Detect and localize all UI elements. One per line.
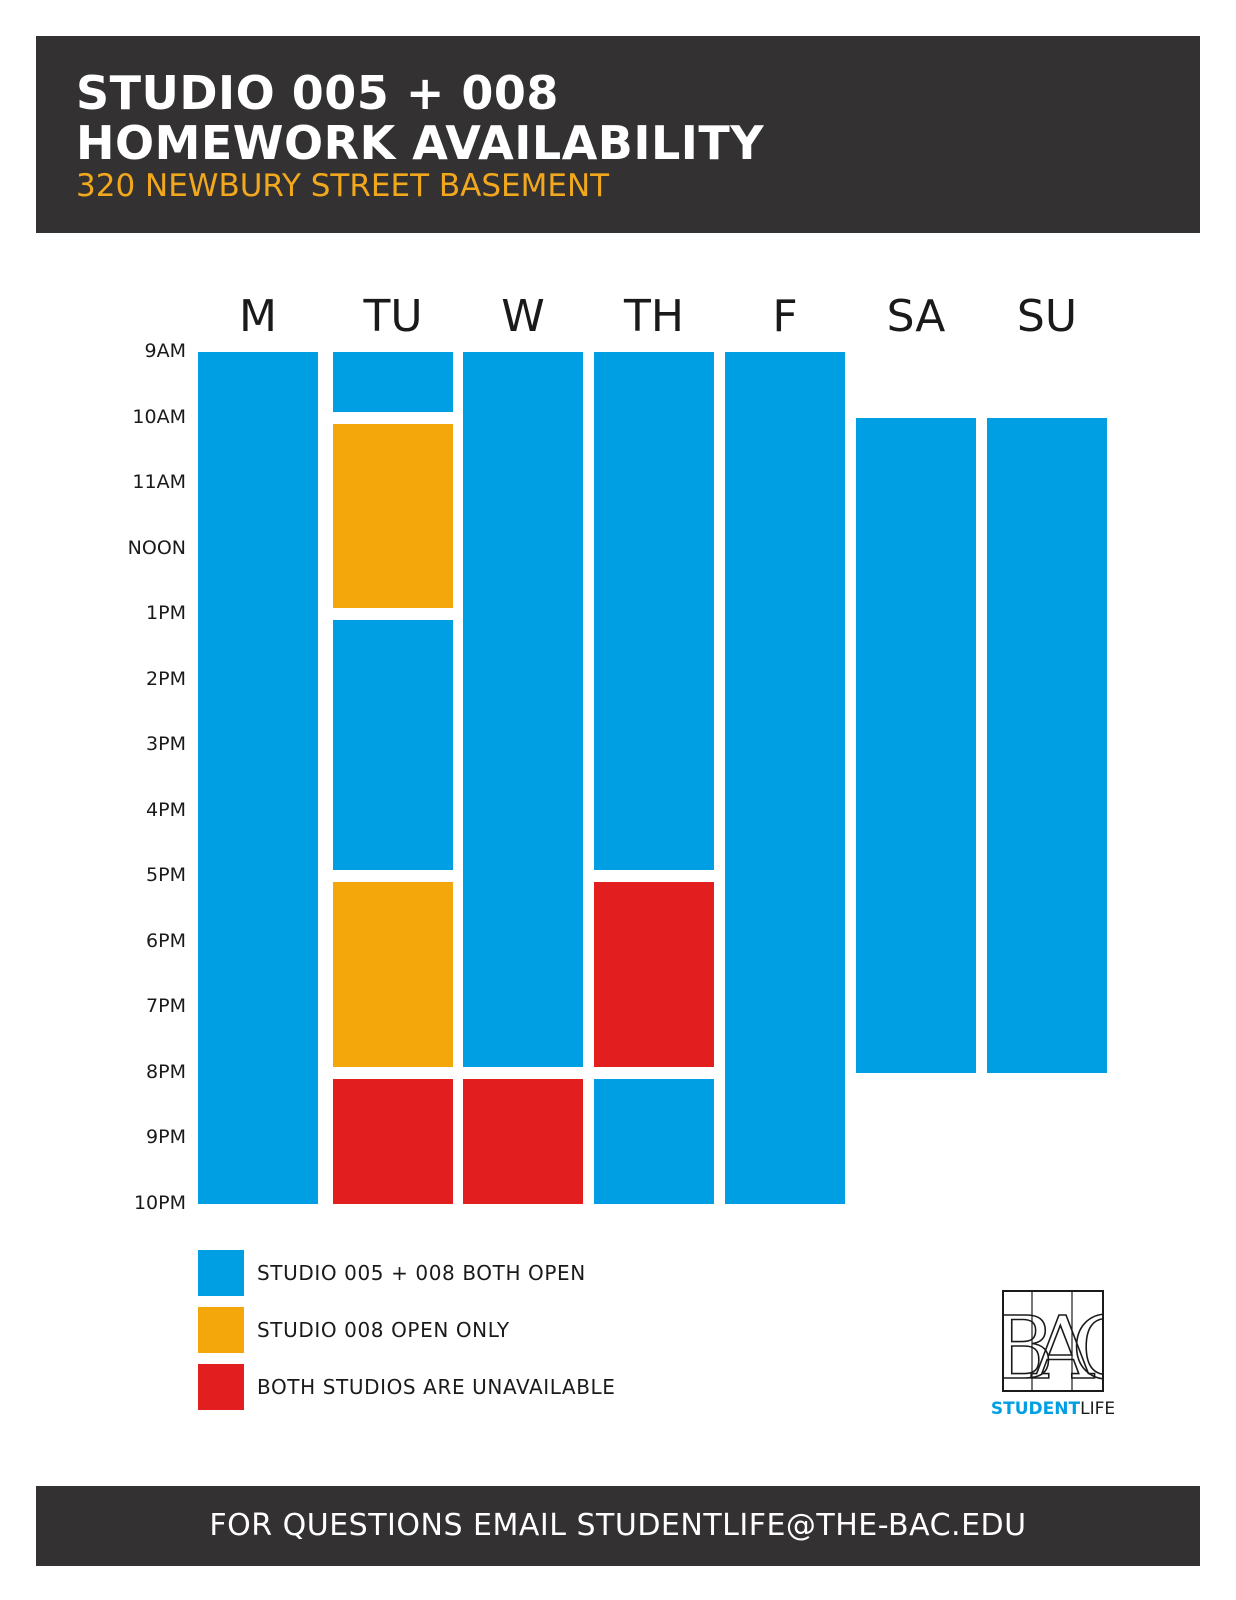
- schedule-block-th-unavailable: [594, 882, 714, 1067]
- schedule-block-tu-studio-008-only: [333, 882, 453, 1067]
- page-title-line-1: STUDIO 005 + 008: [76, 66, 559, 120]
- time-label-7pm: 7PM: [146, 995, 186, 1017]
- legend-swatch-both-open: [198, 1250, 244, 1296]
- schedule-block-th-both-open: [594, 1078, 714, 1204]
- time-label-5pm: 5PM: [146, 864, 186, 886]
- time-label-9pm: 9PM: [146, 1126, 186, 1148]
- schedule-block-w-both-open: [463, 352, 583, 1067]
- day-label-su: SU: [1016, 291, 1078, 342]
- bac-logo: BAC: [990, 1290, 1156, 1400]
- day-label-tu: TU: [363, 291, 423, 342]
- legend-label-unavailable: BOTH STUDIOS ARE UNAVAILABLE: [257, 1375, 616, 1399]
- time-label-noon: NOON: [127, 536, 186, 559]
- legend-label-studio-008-only: STUDIO 008 OPEN ONLY: [257, 1318, 510, 1342]
- footer-banner: FOR QUESTIONS EMAIL STUDENTLIFE@THE-BAC.…: [36, 1486, 1200, 1566]
- page-subtitle: 320 NEWBURY STREET BASEMENT: [76, 168, 610, 204]
- day-label-f: F: [772, 291, 798, 342]
- schedule-block-su-both-open: [987, 417, 1107, 1073]
- time-label-8pm: 8PM: [146, 1060, 186, 1083]
- legend-label-both-open: STUDIO 005 + 008 BOTH OPEN: [257, 1261, 586, 1285]
- time-label-11am: 11AM: [132, 471, 186, 493]
- legend-swatch-unavailable: [198, 1364, 244, 1410]
- schedule-block-tu-studio-008-only: [333, 423, 453, 608]
- time-label-10pm: 10PM: [133, 1191, 186, 1214]
- schedule-block-tu-both-open: [333, 620, 453, 870]
- schedule-block-tu-both-open: [333, 352, 453, 412]
- student-life-wordmark: STUDENTLIFE: [970, 1398, 1136, 1420]
- time-label-4pm: 4PM: [146, 798, 186, 821]
- time-label-2pm: 2PM: [146, 667, 186, 690]
- schedule-block-w-unavailable: [463, 1078, 583, 1204]
- wordmark-life: LIFE: [1080, 1399, 1116, 1419]
- day-label-m: M: [239, 291, 277, 342]
- time-label-3pm: 3PM: [146, 733, 186, 755]
- time-label-9am: 9AM: [144, 340, 186, 362]
- day-label-sa: SA: [886, 291, 946, 342]
- time-label-6pm: 6PM: [146, 929, 186, 952]
- bac-logo-mark: BAC: [990, 1290, 1156, 1400]
- schedule-block-tu-unavailable: [333, 1078, 453, 1204]
- time-label-1pm: 1PM: [146, 602, 186, 624]
- day-label-th: TH: [624, 291, 684, 342]
- time-label-10am: 10AM: [132, 405, 186, 428]
- schedule-block-th-both-open: [594, 352, 714, 870]
- schedule-block-f-both-open: [725, 352, 845, 1204]
- schedule-block-sa-both-open: [856, 417, 976, 1073]
- page-title-line-2: HOMEWORK AVAILABILITY: [76, 116, 765, 170]
- contact-email-text: FOR QUESTIONS EMAIL STUDENTLIFE@THE-BAC.…: [209, 1508, 1027, 1543]
- wordmark-student: STUDENT: [990, 1399, 1081, 1419]
- legend-swatch-studio-008-only: [198, 1307, 244, 1353]
- schedule-block-m-both-open: [198, 352, 318, 1204]
- bac-logo-letters: BAC: [1002, 1299, 1104, 1392]
- day-label-w: W: [501, 291, 545, 342]
- header-banner: STUDIO 005 + 008 HOMEWORK AVAILABILITY 3…: [36, 36, 1200, 233]
